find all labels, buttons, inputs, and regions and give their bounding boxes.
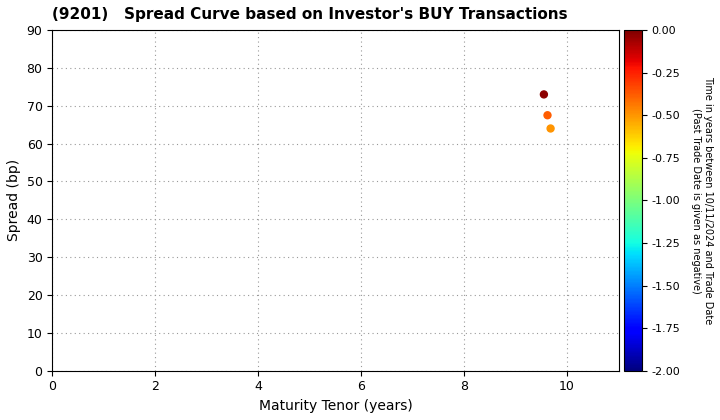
Point (541, 112, 553, 118)
Y-axis label: Spread (bp): Spread (bp) (7, 159, 21, 242)
X-axis label: Maturity Tenor (years): Maturity Tenor (years) (258, 399, 413, 413)
Text: (9201)   Spread Curve based on Investor's BUY Transactions: (9201) Spread Curve based on Investor's … (53, 7, 568, 22)
Point (538, 91, 549, 98)
Point (545, 125, 557, 132)
Y-axis label: Time in years between 10/11/2024 and Trade Date
(Past Trade Date is given as neg: Time in years between 10/11/2024 and Tra… (691, 76, 713, 325)
